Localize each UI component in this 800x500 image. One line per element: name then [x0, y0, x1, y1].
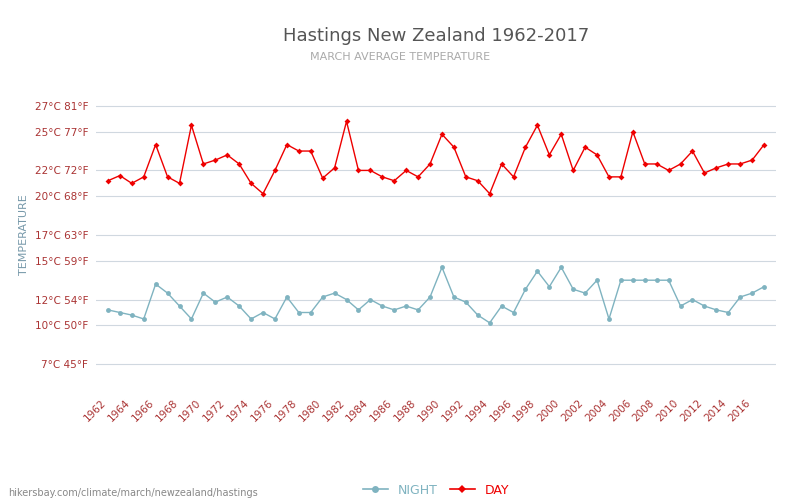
Y-axis label: TEMPERATURE: TEMPERATURE — [19, 194, 30, 276]
DAY — [115, 172, 125, 178]
Legend: NIGHT, DAY: NIGHT, DAY — [358, 478, 514, 500]
NIGHT — [103, 307, 113, 313]
NIGHT — [342, 296, 351, 302]
DAY — [103, 178, 113, 184]
NIGHT — [497, 303, 506, 309]
NIGHT — [533, 268, 542, 274]
Text: hikersbay.com/climate/march/newzealand/hastings: hikersbay.com/climate/march/newzealand/h… — [8, 488, 258, 498]
DAY — [342, 118, 351, 124]
DAY — [497, 161, 506, 167]
Text: MARCH AVERAGE TEMPERATURE: MARCH AVERAGE TEMPERATURE — [310, 52, 490, 62]
DAY — [759, 142, 769, 148]
NIGHT — [437, 264, 446, 270]
DAY — [366, 168, 375, 173]
NIGHT — [628, 277, 638, 283]
NIGHT — [759, 284, 769, 290]
DAY — [557, 131, 566, 137]
DAY — [628, 128, 638, 134]
NIGHT — [115, 310, 125, 316]
Line: NIGHT: NIGHT — [106, 265, 766, 326]
NIGHT — [557, 264, 566, 270]
DAY — [258, 190, 268, 196]
DAY — [533, 122, 542, 128]
Line: DAY: DAY — [106, 120, 766, 196]
NIGHT — [485, 320, 494, 326]
Title: Hastings New Zealand 1962-2017: Hastings New Zealand 1962-2017 — [283, 27, 589, 45]
